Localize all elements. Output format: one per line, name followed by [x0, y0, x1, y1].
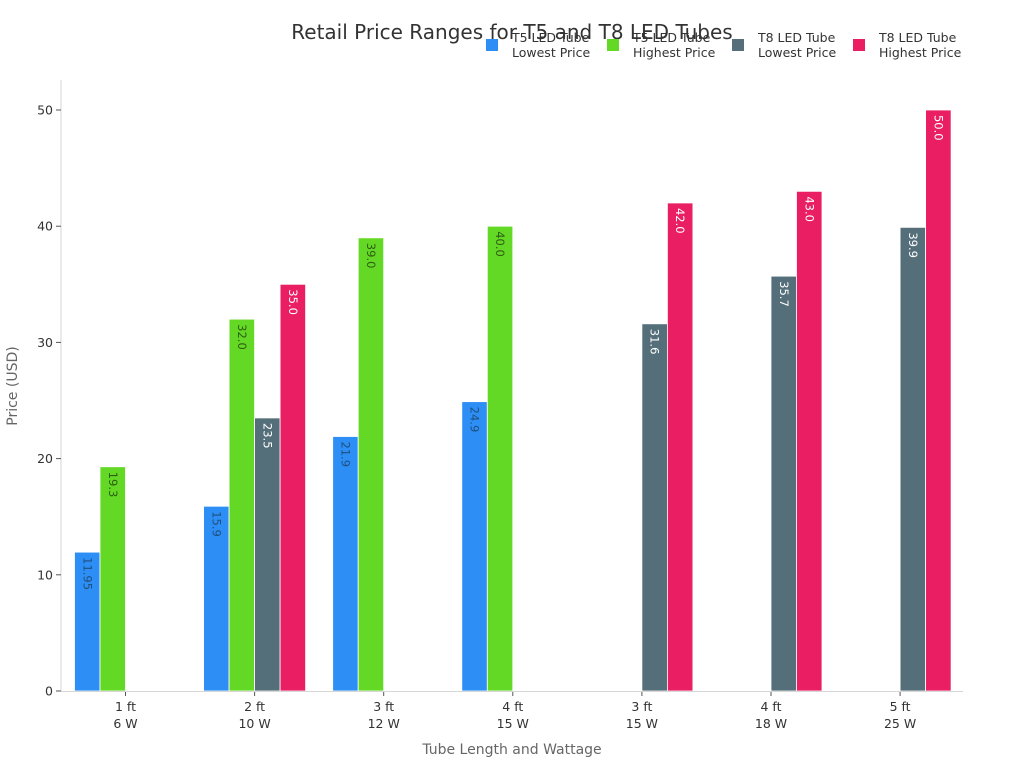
bar-value-label: 42.0: [673, 208, 687, 234]
x-tick-label-length: 4 ft: [760, 699, 781, 714]
bar[interactable]: [770, 275, 797, 692]
bar[interactable]: [332, 436, 359, 692]
bar-value-label: 35.0: [286, 289, 300, 315]
legend-label-line2: Lowest Price: [512, 45, 591, 60]
bar[interactable]: [796, 190, 823, 692]
bar-value-label: 19.3: [106, 472, 120, 498]
bar-value-label: 11.95: [80, 557, 94, 590]
legend-label-line1: T8 LED Tube: [879, 30, 957, 45]
bar[interactable]: [254, 417, 281, 692]
bar-value-label: 15.9: [209, 511, 223, 537]
bar[interactable]: [461, 401, 488, 692]
legend-label-line1: T5 LED Tube: [512, 30, 590, 45]
x-tick-label-length: 1 ft: [115, 699, 136, 714]
legend-label-line2: Highest Price: [879, 45, 962, 60]
axes-layer: 0 10 20 30 40 50 1 ft 6 W 2 ft 10 W 3 ft 12 W 4 ft 15…: [37, 80, 963, 731]
bar-value-label: 35.7: [777, 281, 791, 307]
chart-title: Retail Price Ranges for T5 and T8 LED Tu…: [291, 20, 733, 44]
bar[interactable]: [228, 318, 256, 692]
bar-value-label: 39.9: [906, 232, 920, 258]
bar[interactable]: [486, 225, 514, 692]
x-tick-label-wattage: 15 W: [626, 716, 658, 731]
bar-value-label: 24.9: [468, 407, 482, 433]
legend-label-line2: Highest Price: [633, 45, 716, 60]
legend-swatch: [732, 39, 744, 51]
y-tick-label: 0: [45, 684, 53, 699]
bar-value-label: 23.5: [260, 423, 274, 449]
y-tick-label: 10: [37, 567, 53, 582]
x-tick-label-length: 3 ft: [631, 699, 652, 714]
bar-value-label: 39.0: [364, 243, 378, 269]
legend-label-line1: T5 LED Tube: [633, 30, 711, 45]
y-tick-label: 50: [37, 103, 53, 118]
bar-value-label: 40.0: [493, 231, 507, 257]
bar[interactable]: [357, 237, 385, 692]
bar[interactable]: [899, 226, 926, 692]
bar-value-label: 43.0: [802, 196, 816, 222]
bar-value-label: 21.9: [338, 442, 352, 468]
y-tick-label: 40: [37, 219, 53, 234]
y-tick-label: 20: [37, 451, 53, 466]
x-tick-label-wattage: 18 W: [755, 716, 787, 731]
x-axis-title: Tube Length and Wattage: [422, 742, 602, 758]
legend-swatch: [853, 39, 865, 51]
bar[interactable]: [667, 202, 694, 692]
x-tick-label-wattage: 12 W: [368, 716, 400, 731]
x-tick-label-length: 2 ft: [244, 699, 265, 714]
legend-swatch: [607, 39, 619, 51]
x-tick-label-length: 3 ft: [373, 699, 394, 714]
bar-value-label: 31.6: [648, 329, 662, 355]
x-tick-label-length: 5 ft: [890, 699, 911, 714]
x-tick-label-wattage: 25 W: [884, 716, 916, 731]
bars-layer: 11.95 19.3 15.9 32.0 23.5 35.0 21.9 39.0 24.9 40.…: [74, 109, 952, 692]
bar-value-label: 32.0: [235, 324, 249, 350]
x-tick-label-wattage: 10 W: [238, 716, 270, 731]
legend-label-line2: Lowest Price: [758, 45, 837, 60]
legend-swatch: [486, 39, 498, 51]
y-tick-label: 30: [37, 335, 53, 350]
bar[interactable]: [641, 323, 668, 692]
bar[interactable]: [279, 283, 307, 692]
bar[interactable]: [925, 109, 952, 692]
x-tick-label-wattage: 15 W: [497, 716, 529, 731]
bar-value-label: 50.0: [931, 115, 945, 141]
x-tick-label-wattage: 6 W: [113, 716, 137, 731]
legend-label-line1: T8 LED Tube: [758, 30, 836, 45]
x-tick-label-length: 4 ft: [502, 699, 523, 714]
bar[interactable]: [99, 466, 126, 692]
